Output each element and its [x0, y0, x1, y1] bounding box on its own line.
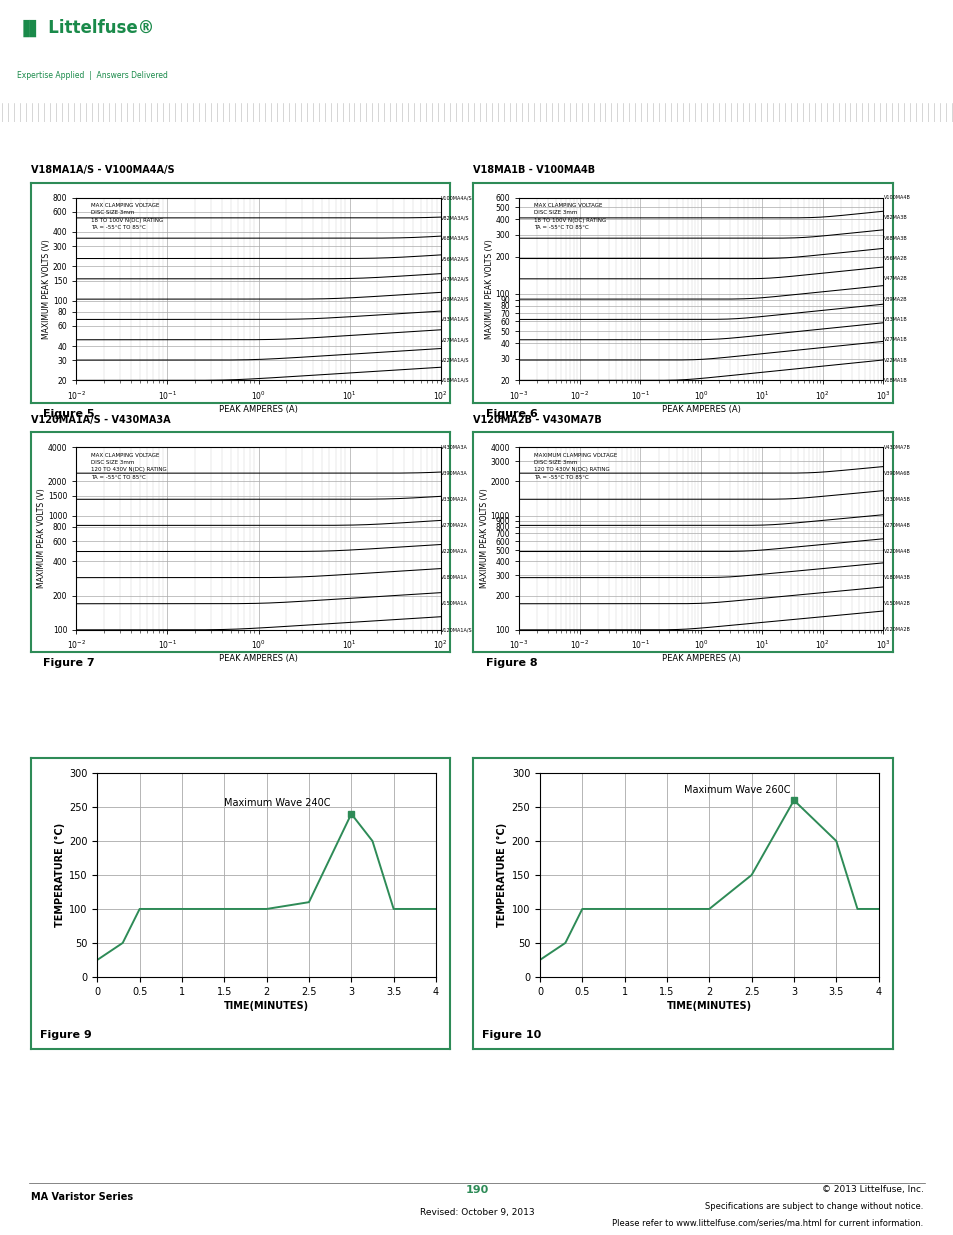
Y-axis label: MAXIMUM PEAK VOLTS (V): MAXIMUM PEAK VOLTS (V) [479, 489, 489, 588]
Y-axis label: MAXIMUM PEAK VOLTS (V): MAXIMUM PEAK VOLTS (V) [37, 489, 47, 588]
Text: Please refer to www.littelfuse.com/series/ma.html for current information.: Please refer to www.littelfuse.com/serie… [612, 1219, 923, 1228]
Text: Non Lead–free Profile: Non Lead–free Profile [35, 724, 187, 736]
Text: V33MA1A/S: V33MA1A/S [440, 317, 469, 322]
Text: V56MA2B: V56MA2B [882, 256, 906, 261]
X-axis label: PEAK AMPERES (A): PEAK AMPERES (A) [219, 655, 297, 663]
Text: V120MA1A/S: V120MA1A/S [440, 627, 473, 632]
Text: V68MA3B: V68MA3B [882, 236, 906, 241]
Y-axis label: TEMPERATURE (°C): TEMPERATURE (°C) [497, 823, 507, 927]
Text: V150MA2B: V150MA2B [882, 601, 909, 606]
X-axis label: PEAK AMPERES (A): PEAK AMPERES (A) [661, 655, 740, 663]
Text: V27MA1B: V27MA1B [882, 337, 906, 342]
Text: V330MA2A: V330MA2A [440, 496, 468, 501]
Text: V39MA2A/S: V39MA2A/S [440, 296, 469, 301]
Text: Expertise Applied  |  Answers Delivered: Expertise Applied | Answers Delivered [17, 70, 168, 80]
Text: MAX CLAMPING VOLTAGE
DISC SIZE 3mm
18 TO 100V N(DC) RATING
TA = -55°C TO 85°C: MAX CLAMPING VOLTAGE DISC SIZE 3mm 18 TO… [533, 203, 605, 230]
Text: V150MA1A: V150MA1A [440, 601, 468, 606]
Y-axis label: MAXIMUM PEAK VOLTS (V): MAXIMUM PEAK VOLTS (V) [484, 240, 494, 338]
X-axis label: PEAK AMPERES (A): PEAK AMPERES (A) [661, 405, 740, 414]
Text: MAX CLAMPING VOLTAGE
DISC SIZE 3mm
18 TO 100V N(DC) RATING
TA = -55°C TO 85°C: MAX CLAMPING VOLTAGE DISC SIZE 3mm 18 TO… [91, 203, 163, 230]
Text: V180MA3B: V180MA3B [882, 576, 909, 580]
Text: V220MA2A: V220MA2A [440, 550, 468, 555]
Text: V120MA2B - V430MA7B: V120MA2B - V430MA7B [473, 415, 601, 425]
Text: V56MA2A/S: V56MA2A/S [440, 256, 469, 261]
Text: V330MA5B: V330MA5B [882, 496, 909, 501]
Text: V18MA1A/S - V100MA4A/S: V18MA1A/S - V100MA4A/S [30, 165, 174, 175]
FancyBboxPatch shape [11, 12, 178, 90]
Text: Lead–free Profile: Lead–free Profile [477, 724, 597, 736]
Text: V47MA2B: V47MA2B [882, 277, 906, 282]
Text: MAXIMUM CLAMPING VOLTAGE
DISC SIZE 3mm
120 TO 430V N(DC) RATING
TA = -55°C TO 85: MAXIMUM CLAMPING VOLTAGE DISC SIZE 3mm 1… [533, 452, 617, 479]
Text: V22MA1B: V22MA1B [882, 358, 906, 363]
Text: V68MA3A/S: V68MA3A/S [440, 236, 469, 241]
Text: Varistor Products: Varistor Products [205, 21, 437, 44]
X-axis label: TIME(MINUTES): TIME(MINUTES) [224, 1000, 309, 1010]
Text: Maximum Clamping Voltage: Maximum Clamping Voltage [41, 152, 259, 167]
Text: ▐▌ Littelfuse®: ▐▌ Littelfuse® [17, 19, 154, 37]
Text: Figure 7: Figure 7 [43, 658, 94, 668]
Text: V18MA1A/S: V18MA1A/S [440, 378, 469, 383]
Text: Axial Lead / Application Specific Varistors > MA Series: Axial Lead / Application Specific Varist… [205, 67, 600, 82]
Text: V100MA4B: V100MA4B [882, 195, 909, 200]
Text: V47MA2A/S: V47MA2A/S [440, 277, 469, 282]
Text: MAX CLAMPING VOLTAGE
DISC SIZE 3mm
120 TO 430V N(DC) RATING
TA = -55°C TO 85°C: MAX CLAMPING VOLTAGE DISC SIZE 3mm 120 T… [91, 452, 167, 479]
Text: V120MA2B: V120MA2B [882, 627, 909, 632]
Text: V270MA2A: V270MA2A [440, 522, 468, 527]
Text: V18MA1B - V100MA4B: V18MA1B - V100MA4B [473, 165, 595, 175]
X-axis label: PEAK AMPERES (A): PEAK AMPERES (A) [219, 405, 297, 414]
Text: V18MA1B: V18MA1B [882, 378, 906, 383]
Text: V220MA4B: V220MA4B [882, 550, 909, 555]
Text: V22MA1A/S: V22MA1A/S [440, 358, 469, 363]
Text: Wave Solder Profile: Wave Solder Profile [41, 677, 195, 692]
Text: Figure 5: Figure 5 [43, 409, 94, 419]
X-axis label: TIME(MINUTES): TIME(MINUTES) [666, 1000, 751, 1010]
Text: Figure 10: Figure 10 [482, 1030, 541, 1040]
Text: Figure 8: Figure 8 [485, 658, 537, 668]
Text: Maximum Wave 240C: Maximum Wave 240C [224, 799, 331, 809]
Text: Figure 6: Figure 6 [485, 409, 537, 419]
Text: MA Varistor Series: MA Varistor Series [30, 1192, 132, 1203]
Text: V82MA3A/S: V82MA3A/S [440, 215, 469, 220]
Text: V390MA6B: V390MA6B [882, 471, 909, 475]
Text: V430MA7B: V430MA7B [882, 445, 909, 450]
Text: V100MA4A/S: V100MA4A/S [440, 195, 473, 200]
Y-axis label: MAXIMUM PEAK VOLTS (V): MAXIMUM PEAK VOLTS (V) [42, 240, 51, 338]
Text: V120MA1A/S - V430MA3A: V120MA1A/S - V430MA3A [30, 415, 170, 425]
Text: © 2013 Littelfuse, Inc.: © 2013 Littelfuse, Inc. [821, 1184, 923, 1193]
Text: V33MA1B: V33MA1B [882, 317, 906, 322]
Text: V390MA3A: V390MA3A [440, 471, 467, 475]
Text: V180MA1A: V180MA1A [440, 576, 468, 580]
Text: 190: 190 [465, 1184, 488, 1194]
Text: V430MA3A: V430MA3A [440, 445, 468, 450]
Text: V270MA4B: V270MA4B [882, 522, 909, 527]
Text: V27MA1A/S: V27MA1A/S [440, 337, 469, 342]
Text: V82MA3B: V82MA3B [882, 215, 906, 220]
Text: Figure 9: Figure 9 [40, 1030, 91, 1040]
Text: Revised: October 9, 2013: Revised: October 9, 2013 [419, 1208, 534, 1218]
Text: Specifications are subject to change without notice.: Specifications are subject to change wit… [704, 1203, 923, 1212]
Text: Maximum Wave 260C: Maximum Wave 260C [683, 785, 790, 795]
Y-axis label: TEMPERATURE (°C): TEMPERATURE (°C) [54, 823, 65, 927]
Text: V39MA2B: V39MA2B [882, 296, 906, 301]
